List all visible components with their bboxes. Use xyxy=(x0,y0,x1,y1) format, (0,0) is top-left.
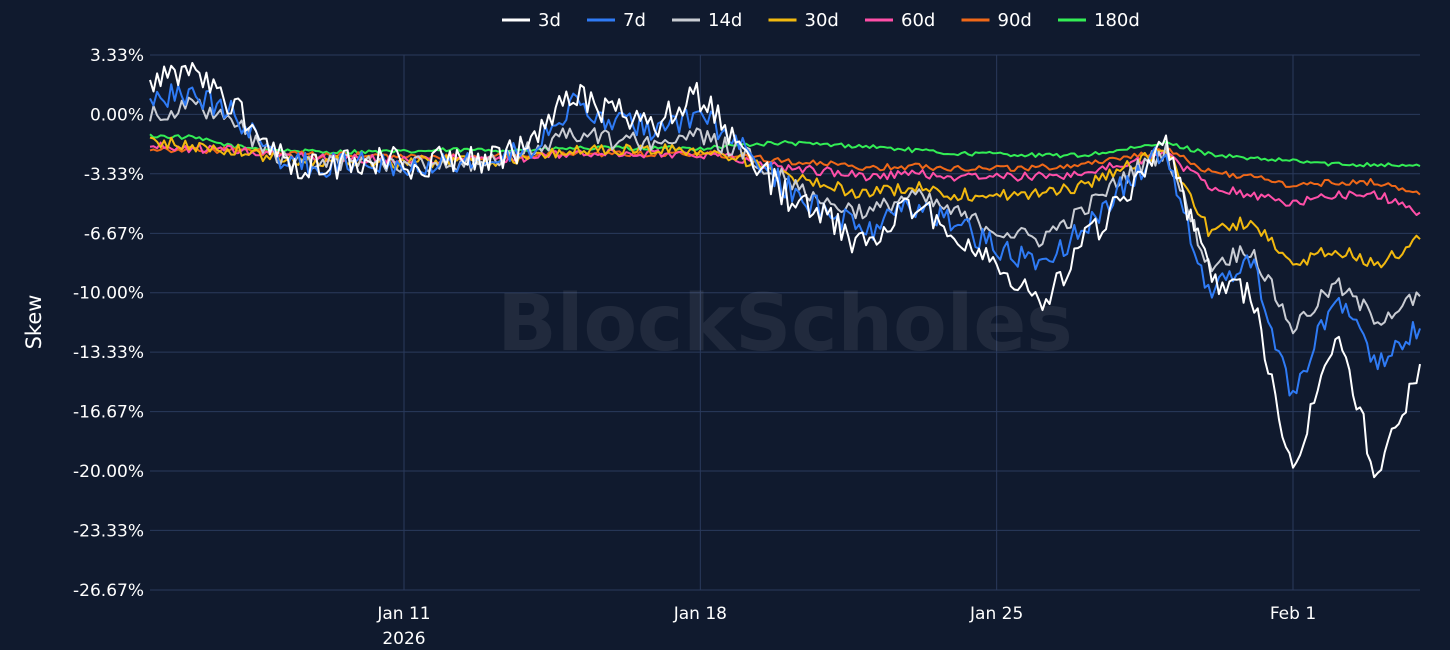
x-tick-label: 2026 xyxy=(382,629,425,649)
y-tick-label: -6.67% xyxy=(84,224,144,244)
y-tick-label: -16.67% xyxy=(73,403,144,423)
legend-label: 3d xyxy=(538,10,561,31)
y-tick-label: 0.00% xyxy=(90,105,144,125)
y-tick-label: -3.33% xyxy=(84,165,144,185)
legend-item-14d[interactable]: 14d xyxy=(672,10,742,31)
legend-item-180d[interactable]: 180d xyxy=(1058,10,1140,31)
y-tick-label: -26.67% xyxy=(73,581,144,601)
legend-item-7d[interactable]: 7d xyxy=(587,10,646,31)
series-line-7d xyxy=(149,83,1421,397)
series-line-180d xyxy=(149,133,1421,168)
legend-label: 90d xyxy=(998,10,1032,31)
y-tick-label: -13.33% xyxy=(73,343,144,363)
series-layer xyxy=(149,62,1421,479)
legend-label: 180d xyxy=(1094,10,1140,31)
legend-label: 30d xyxy=(805,10,839,31)
legend-label: 14d xyxy=(708,10,742,31)
legend-item-90d[interactable]: 90d xyxy=(961,10,1032,31)
legend-label: 7d xyxy=(623,10,646,31)
x-axis: Jan 11 2026 Jan 18 Jan 25 Feb 1 xyxy=(376,604,1316,649)
watermark: BlockScholes xyxy=(497,279,1072,369)
y-tick-label: 3.33% xyxy=(90,46,144,66)
x-tick-label: Jan 11 xyxy=(376,604,430,624)
y-tick-label: -10.00% xyxy=(73,284,144,304)
legend-label: 60d xyxy=(901,10,935,31)
legend-item-30d[interactable]: 30d xyxy=(768,10,839,31)
legend-item-60d[interactable]: 60d xyxy=(865,10,935,31)
series-line-3d xyxy=(149,62,1421,479)
y-tick-label: -20.00% xyxy=(73,462,144,482)
legend-item-3d[interactable]: 3d xyxy=(502,10,561,31)
x-tick-label: Feb 1 xyxy=(1270,604,1316,624)
y-tick-label: -23.33% xyxy=(73,521,144,541)
y-axis-title: Skew xyxy=(22,295,46,350)
legend: 3d 7d 14d 30d 60d 90d 180d xyxy=(502,10,1140,31)
x-tick-label: Jan 25 xyxy=(969,604,1023,624)
y-axis: 3.33% 0.00% -3.33% -6.67% -10.00% -13.33% -16.… xyxy=(73,46,144,601)
x-tick-label: Jan 18 xyxy=(673,604,727,624)
